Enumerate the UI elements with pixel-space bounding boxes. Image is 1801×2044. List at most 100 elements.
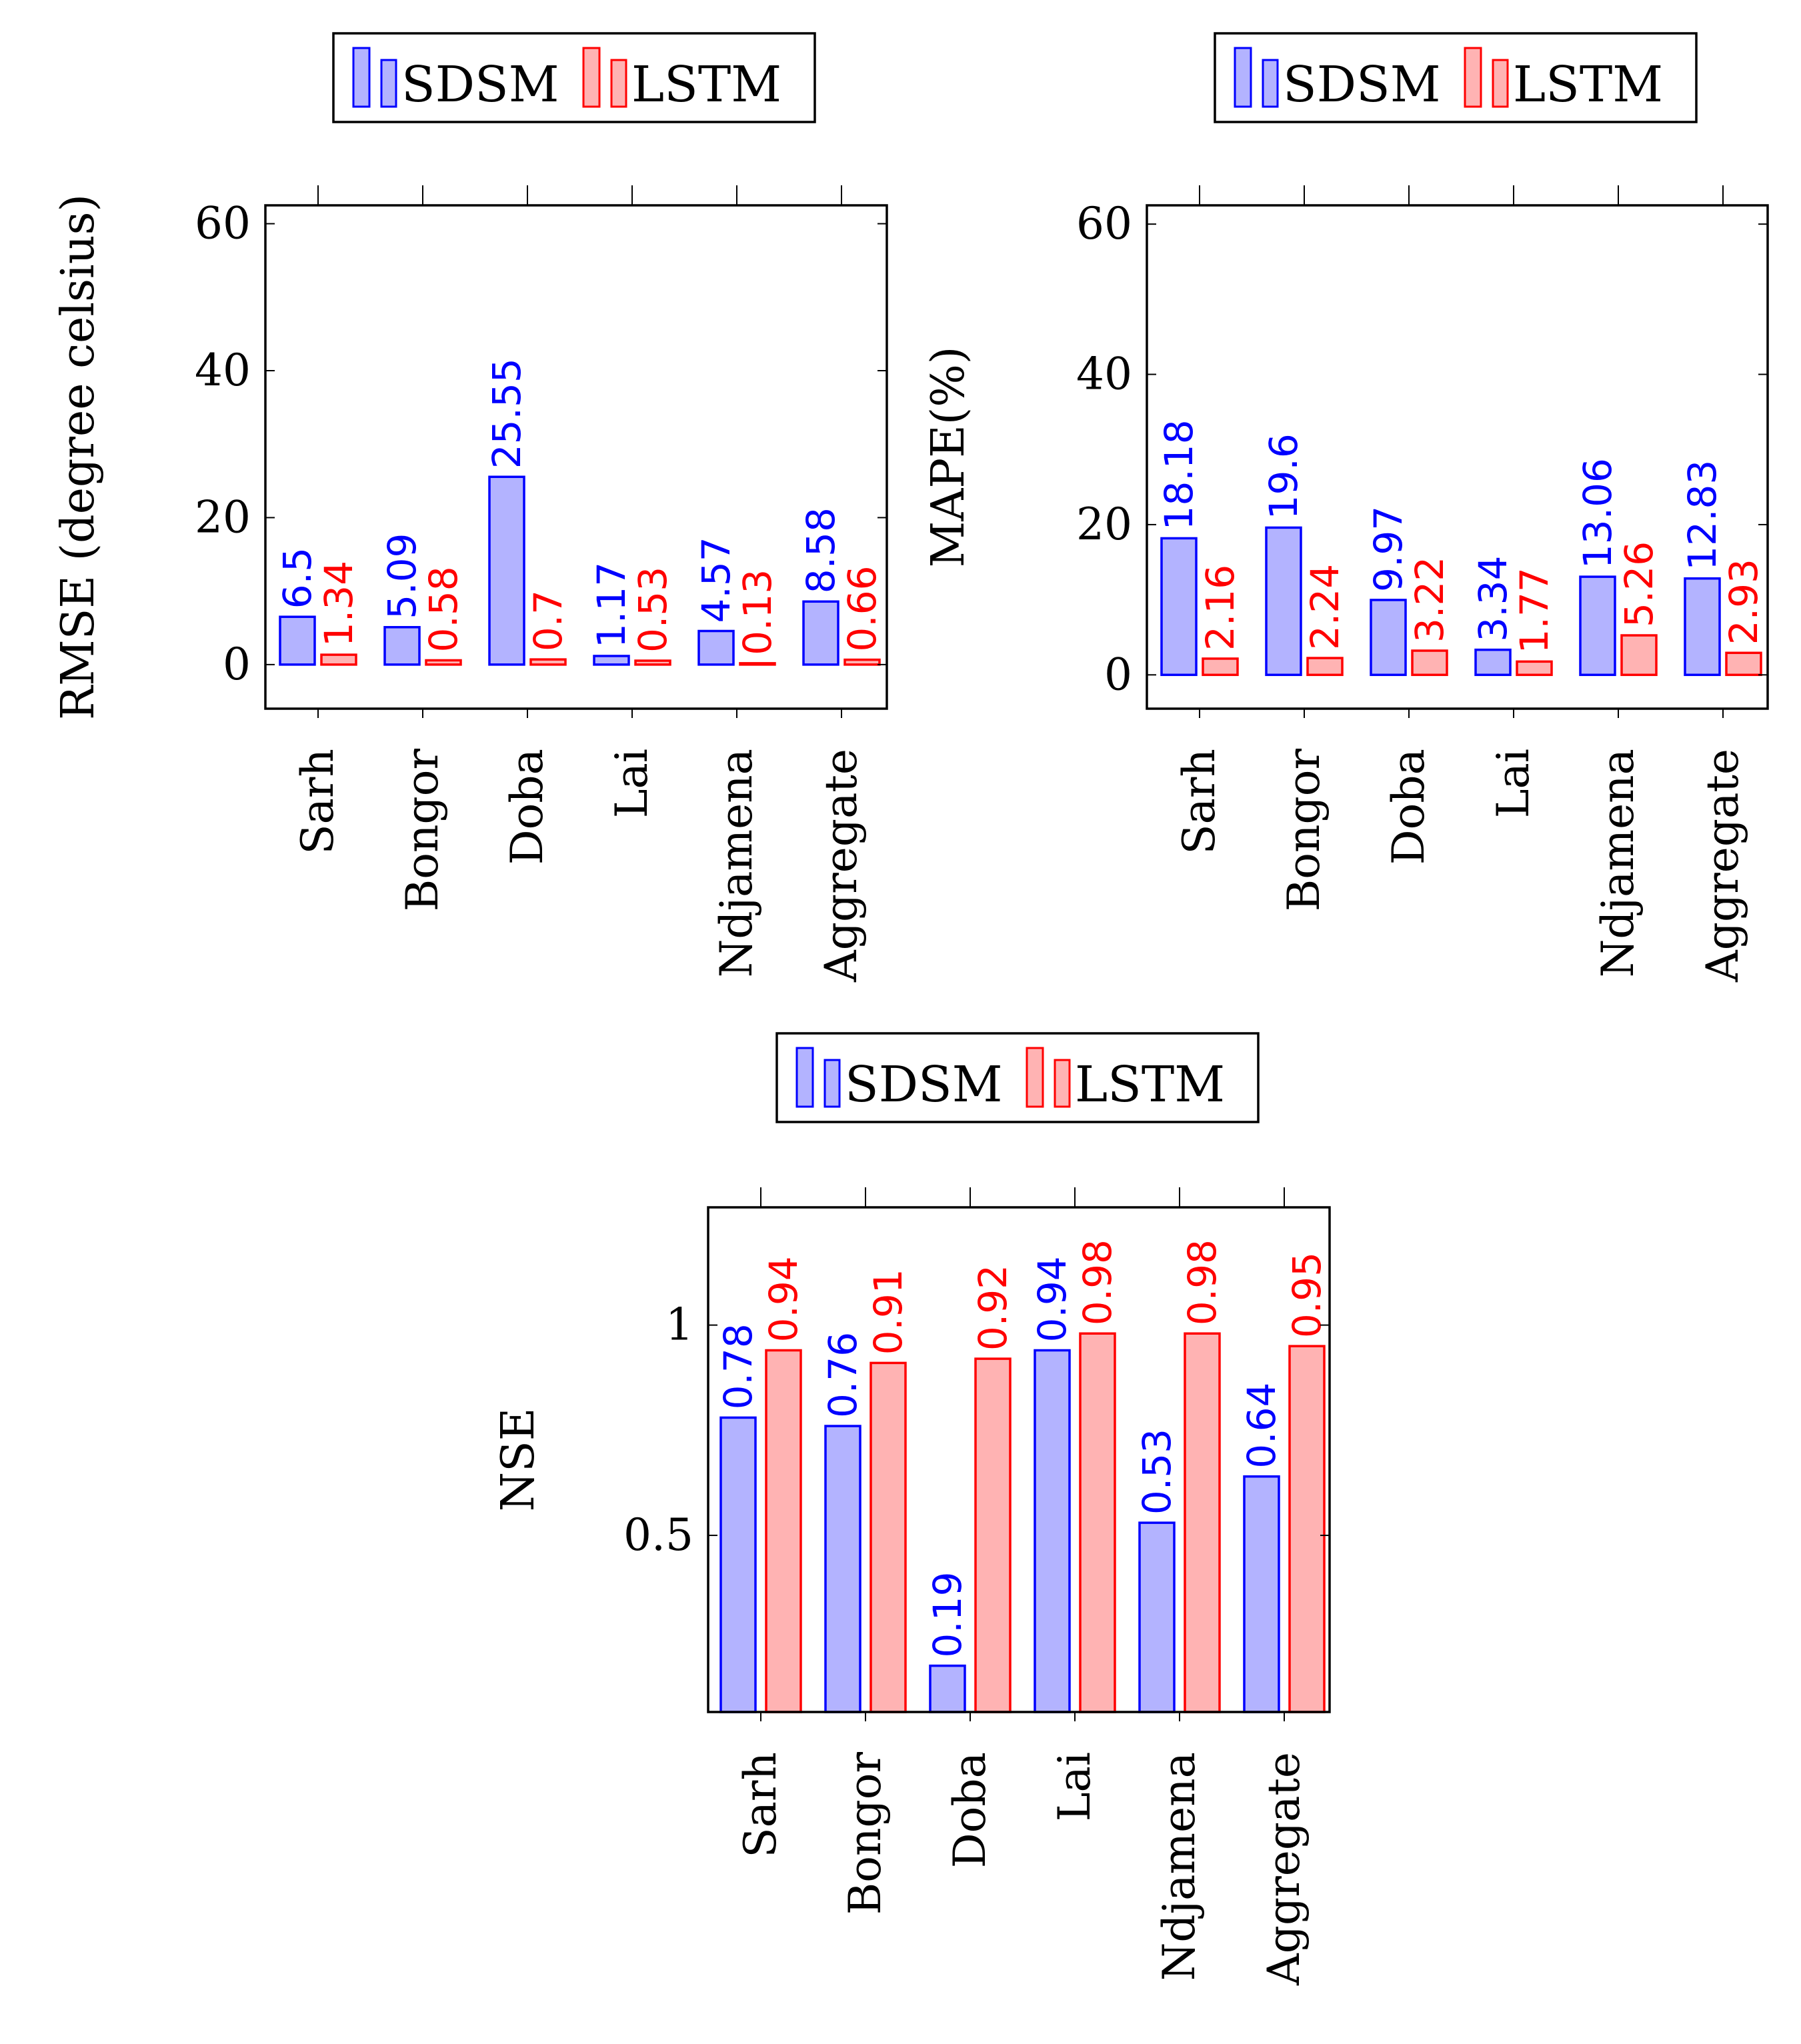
legend-swatch-sdsm-2 (1262, 59, 1279, 108)
bar-sdsm-sarh (279, 615, 316, 666)
plot-frame (707, 1206, 1331, 1713)
bar-lstm-ndjamena (739, 662, 776, 666)
bar-sdsm-lai (593, 655, 630, 666)
data-label-sdsm-ndjamena: 13.06 (1575, 458, 1620, 569)
data-label-lstm-bongor: 0.58 (421, 566, 466, 652)
x-tick-label-ndjamena: Ndjamena (1592, 749, 1644, 977)
legend: SDSM LSTM (775, 1032, 1260, 1123)
data-label-sdsm-sarh: 6.5 (275, 547, 320, 609)
data-label-sdsm-sarh: 0.78 (715, 1323, 761, 1409)
legend-swatch-lstm-2 (1054, 1059, 1071, 1108)
data-label-lstm-ndjamena: 0.98 (1180, 1239, 1225, 1325)
bar-sdsm-sarh (1160, 537, 1198, 677)
bar-sdsm-ndjamena (1579, 575, 1616, 677)
bar-lstm-ndjamena (1620, 634, 1658, 677)
legend-swatch-lstm (1464, 47, 1482, 108)
y-axis-label: NSE (492, 1408, 545, 1512)
y-axis-label: MAPE(%) (922, 347, 975, 568)
legend: SDSM LSTM (1214, 32, 1698, 123)
bar-lstm-sarh (1202, 657, 1239, 677)
legend-swatch-sdsm-2 (380, 59, 397, 108)
legend-box (1214, 32, 1698, 123)
y-tick-label: 0 (1104, 649, 1132, 700)
legend-label-sdsm: SDSM (1283, 56, 1441, 113)
x-tick-label-bongor: Bongor (1278, 749, 1330, 912)
bar-sdsm-bongor (1265, 526, 1302, 677)
data-label-lstm-lai: 1.77 (1512, 567, 1557, 653)
y-tick-label: 20 (195, 491, 251, 543)
legend-label-lstm: LSTM (631, 56, 781, 113)
bar-sdsm-doba (1370, 599, 1407, 677)
data-label-sdsm-lai: 3.34 (1470, 556, 1516, 642)
data-label-lstm-sarh: 1.34 (316, 561, 361, 647)
bar-lstm-bongor (1306, 657, 1344, 677)
x-tick-label-ndjamena: Ndjamena (1154, 1752, 1205, 1981)
bar-lstm-bongor (869, 1361, 907, 1713)
bar-sdsm-bongor (824, 1425, 861, 1713)
data-label-sdsm-lai: 1.17 (589, 562, 634, 648)
bar-lstm-doba (529, 658, 567, 666)
bar-lstm-aggregate (1288, 1345, 1326, 1713)
data-label-sdsm-doba: 9.97 (1366, 506, 1411, 592)
x-tick-label-doba: Doba (1383, 749, 1434, 865)
data-label-sdsm-ndjamena: 4.57 (693, 537, 739, 623)
data-label-sdsm-ndjamena: 0.53 (1134, 1429, 1180, 1515)
legend-swatch-sdsm-2 (823, 1059, 841, 1108)
data-label-sdsm-sarh: 18.18 (1156, 419, 1202, 530)
y-axis-label: RMSE (degree celsius) (52, 194, 105, 720)
x-tick-label-sarh: Sarh (1174, 749, 1225, 855)
bar-lstm-aggregate (843, 658, 881, 666)
data-label-sdsm-aggregate: 8.58 (798, 507, 843, 593)
y-tick-label: 0 (223, 639, 251, 690)
legend-box (332, 32, 816, 123)
data-label-lstm-sarh: 2.16 (1198, 565, 1243, 651)
data-label-sdsm-bongor: 19.6 (1261, 433, 1306, 519)
x-tick-label-sarh: Sarh (292, 749, 343, 855)
data-label-sdsm-lai: 0.94 (1030, 1256, 1075, 1342)
data-label-lstm-doba: 0.92 (970, 1265, 1016, 1351)
legend-swatch-lstm (582, 47, 601, 108)
legend-box (775, 1032, 1260, 1123)
legend-swatch-sdsm (795, 1047, 814, 1108)
y-tick-label: 60 (195, 198, 251, 249)
bar-lstm-lai (634, 659, 671, 666)
y-tick-label: 40 (1076, 349, 1132, 400)
bar-lstm-ndjamena (1184, 1332, 1221, 1713)
bar-sdsm-ndjamena (1138, 1521, 1176, 1713)
legend-swatch-sdsm (1234, 47, 1252, 108)
chart-rmse-degree-celsius: SDSM LSTM 6.5 5.09 25.55 1.17 4.57 8.58 1.34 0.58… (52, 32, 888, 983)
x-tick-label-sarh: Sarh (735, 1752, 786, 1858)
bar-sdsm-sarh (719, 1416, 757, 1713)
data-label-sdsm-bongor: 0.76 (820, 1332, 865, 1418)
bar-lstm-doba (974, 1357, 1012, 1713)
bar-lstm-aggregate (1725, 651, 1762, 677)
bar-sdsm-doba (929, 1664, 966, 1713)
x-tick-label-aggregate: Aggregate (1697, 749, 1748, 983)
x-tick-label-ndjamena: Ndjamena (711, 749, 762, 977)
data-label-lstm-bongor: 2.24 (1302, 564, 1348, 650)
x-tick-label-lai: Lai (1049, 1752, 1100, 1821)
legend-label-sdsm: SDSM (845, 1056, 1003, 1113)
data-label-lstm-ndjamena: 5.26 (1616, 541, 1662, 627)
data-label-lstm-doba: 0.7 (525, 590, 571, 651)
bar-lstm-bongor (425, 659, 462, 666)
x-tick-label-lai: Lai (1488, 749, 1539, 818)
bar-lstm-lai (1079, 1332, 1116, 1713)
plot-frame (264, 204, 888, 710)
x-tick-label-aggregate: Aggregate (815, 749, 867, 983)
chart-nse: SDSM LSTM 0.78 0.76 0.19 0.94 0.53 0.64 0.94 0.91… (492, 1032, 1331, 1986)
data-label-lstm-aggregate: 2.93 (1721, 559, 1766, 645)
bar-sdsm-aggregate (1684, 577, 1721, 677)
data-label-lstm-sarh: 0.94 (761, 1256, 806, 1342)
bar-lstm-doba (1411, 649, 1448, 677)
data-label-sdsm-bongor: 5.09 (379, 533, 425, 619)
bar-sdsm-aggregate (802, 600, 839, 666)
data-label-lstm-bongor: 0.91 (865, 1269, 911, 1355)
bar-sdsm-aggregate (1243, 1475, 1280, 1713)
bar-lstm-sarh (320, 653, 357, 666)
bar-lstm-sarh (765, 1349, 802, 1713)
legend-swatch-lstm-2 (610, 59, 627, 108)
y-tick-label: 60 (1076, 198, 1132, 249)
data-label-sdsm-doba: 0.19 (925, 1571, 970, 1657)
